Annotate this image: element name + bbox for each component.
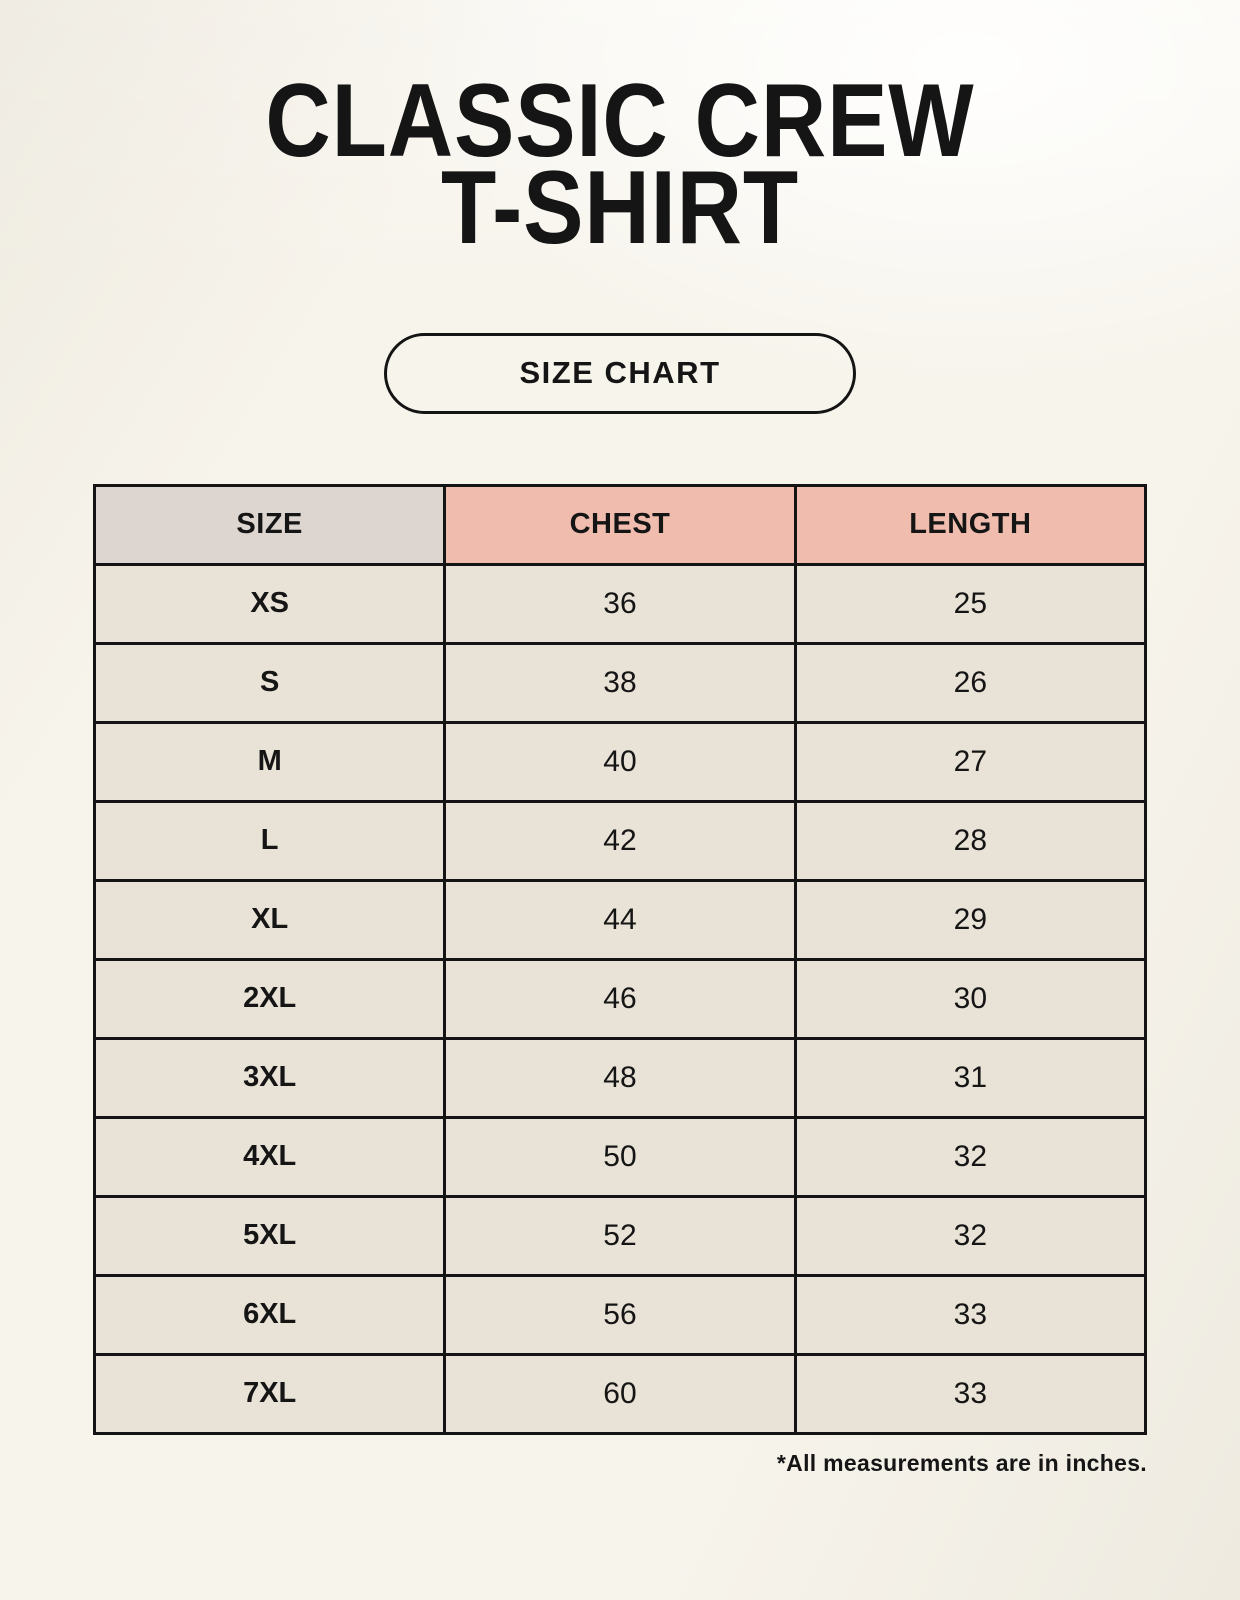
- cell-length: 29: [793, 878, 1148, 961]
- cell-size: 3XL: [92, 1036, 447, 1119]
- cell-chest: 52: [443, 1194, 797, 1277]
- cell-chest: 44: [443, 878, 797, 961]
- cell-chest: 46: [443, 957, 797, 1040]
- cell-size: XS: [92, 562, 447, 645]
- size-chart-badge-label: SIZE CHART: [519, 355, 721, 391]
- cell-chest: 42: [443, 799, 797, 882]
- table-row: M 40 27: [92, 720, 1148, 803]
- table-row: 4XL 50 32: [92, 1115, 1148, 1198]
- cell-chest: 48: [443, 1036, 797, 1119]
- size-table-body: XS 36 25 S 38 26 M 40 27 L 42 28 XL 44 2…: [92, 562, 1148, 1435]
- cell-length: 33: [793, 1273, 1148, 1356]
- table-row: XL 44 29: [92, 878, 1148, 961]
- page-title-line1: CLASSIC CREW: [265, 63, 975, 179]
- table-row: 3XL 48 31: [92, 1036, 1148, 1119]
- measurements-footnote: *All measurements are in inches.: [776, 1449, 1147, 1476]
- size-chart-badge: SIZE CHART: [384, 332, 856, 414]
- cell-size: M: [92, 720, 447, 803]
- cell-length: 28: [793, 799, 1148, 882]
- table-row: 5XL 52 32: [92, 1194, 1148, 1277]
- column-header-size: SIZE: [92, 483, 447, 566]
- cell-length: 33: [793, 1352, 1148, 1435]
- cell-size: 5XL: [92, 1194, 447, 1277]
- cell-length: 32: [793, 1194, 1148, 1277]
- cell-size: L: [92, 799, 447, 882]
- cell-chest: 40: [443, 720, 797, 803]
- table-row: 6XL 56 33: [92, 1273, 1148, 1356]
- table-row: 7XL 60 33: [92, 1352, 1148, 1435]
- cell-length: 25: [793, 562, 1148, 645]
- cell-size: 7XL: [92, 1352, 447, 1435]
- cell-size: XL: [92, 878, 447, 961]
- size-table-header: SIZE CHEST LENGTH: [92, 483, 1148, 566]
- table-row: XS 36 25: [92, 562, 1148, 645]
- cell-length: 32: [793, 1115, 1148, 1198]
- cell-length: 30: [793, 957, 1148, 1040]
- cell-length: 26: [793, 641, 1148, 724]
- cell-size: 2XL: [92, 957, 447, 1040]
- cell-chest: 38: [443, 641, 797, 724]
- cell-size: S: [92, 641, 447, 724]
- size-table-header-row: SIZE CHEST LENGTH: [92, 483, 1148, 566]
- cell-length: 27: [793, 720, 1148, 803]
- page-title: CLASSIC CREW T-SHIRT: [81, 63, 1160, 267]
- table-row: S 38 26: [92, 641, 1148, 724]
- cell-chest: 36: [443, 562, 797, 645]
- size-table: SIZE CHEST LENGTH XS 36 25 S 38 26 M 40 …: [92, 483, 1148, 1435]
- column-header-chest: CHEST: [443, 483, 797, 566]
- cell-size: 4XL: [92, 1115, 447, 1198]
- cell-chest: 50: [443, 1115, 797, 1198]
- table-row: 2XL 46 30: [92, 957, 1148, 1040]
- cell-chest: 60: [443, 1352, 797, 1435]
- cell-length: 31: [793, 1036, 1148, 1119]
- cell-size: 6XL: [92, 1273, 447, 1356]
- page-title-line2: T-SHIRT: [441, 150, 799, 267]
- column-header-length: LENGTH: [793, 483, 1148, 566]
- cell-chest: 56: [443, 1273, 797, 1356]
- table-row: L 42 28: [92, 799, 1148, 882]
